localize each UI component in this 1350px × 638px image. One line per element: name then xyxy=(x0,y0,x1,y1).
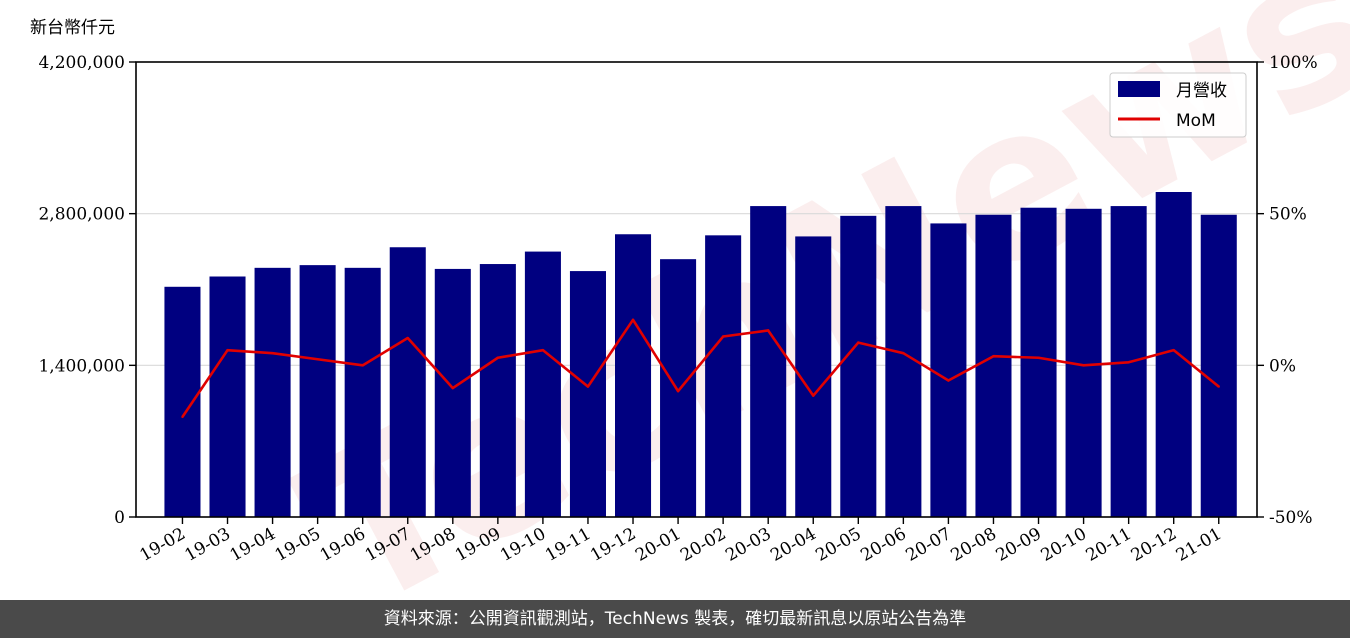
legend: 月營收 MoM xyxy=(1109,72,1247,138)
mom-point-19-05 xyxy=(316,358,319,361)
right-tick-label: 100% xyxy=(1269,53,1318,73)
source-footer: 資料來源：公開資訊觀測站，TechNews 製表，確切最新訊息以原站公告為準 xyxy=(0,600,1350,638)
mom-point-20-06 xyxy=(902,352,905,355)
mom-point-19-09 xyxy=(496,356,500,359)
revenue-bar-19-10 xyxy=(524,251,561,517)
x-tick-label-20-11: 20-11 xyxy=(1083,524,1135,566)
revenue-bar-20-01 xyxy=(660,259,697,517)
mom-point-19-07 xyxy=(406,336,409,340)
x-tick-label-20-08: 20-08 xyxy=(948,524,1000,566)
mom-point-20-07 xyxy=(947,379,950,382)
revenue-bar-19-02 xyxy=(164,286,201,517)
right-tick-label: 50% xyxy=(1269,205,1307,225)
left-tick-label: 4,200,000 xyxy=(38,53,125,73)
line-series xyxy=(181,318,1220,419)
revenue-bar-19-05 xyxy=(299,265,336,518)
x-tick-label-20-02: 20-02 xyxy=(677,524,729,566)
legend-label-mom: MoM xyxy=(1176,111,1216,131)
source-text: 資料來源：公開資訊觀測站，TechNews 製表，確切最新訊息以原站公告為準 xyxy=(383,609,967,629)
revenue-bar-19-04 xyxy=(254,267,291,517)
left-tick-label: 1,400,000 xyxy=(38,356,125,376)
right-tick-label: 0% xyxy=(1269,356,1296,376)
mom-point-20-11 xyxy=(1127,361,1130,364)
left-y-axis: 0 1,400,000 2,800,000 4,200,000 xyxy=(38,53,136,528)
revenue-bar-19-11 xyxy=(569,271,606,517)
x-tick-label-20-09: 20-09 xyxy=(993,524,1045,566)
mom-point-21-01 xyxy=(1217,385,1220,388)
x-tick-label-19-02: 19-02 xyxy=(137,524,189,566)
mom-point-20-02 xyxy=(721,335,725,338)
mom-line xyxy=(181,318,1220,418)
plot-border xyxy=(135,61,1258,518)
revenue-bar-19-06 xyxy=(344,267,381,517)
x-tick-label-20-12: 20-12 xyxy=(1128,524,1180,566)
x-tick-label-20-01: 20-01 xyxy=(632,524,684,566)
mom-point-19-11 xyxy=(586,385,590,388)
x-tick-label-19-03: 19-03 xyxy=(182,524,234,566)
revenue-bar-19-07 xyxy=(389,247,426,517)
x-axis: 19-0219-0319-0419-0519-0619-0719-0819-09… xyxy=(137,517,1225,566)
revenue-bar-19-03 xyxy=(209,276,246,517)
right-tick-label: -50% xyxy=(1269,508,1313,528)
x-tick-label-20-03: 20-03 xyxy=(722,524,774,566)
x-tick-label-21-01: 21-01 xyxy=(1173,524,1225,566)
mom-point-20-09 xyxy=(1037,356,1040,359)
revenue-bar-20-07 xyxy=(930,223,967,518)
legend-label-revenue: 月營收 xyxy=(1176,81,1227,101)
mom-point-20-12 xyxy=(1172,348,1175,352)
mom-point-20-05 xyxy=(857,341,860,344)
x-tick-label-20-04: 20-04 xyxy=(767,524,819,566)
mom-point-20-03 xyxy=(766,329,770,332)
revenue-bar-20-08 xyxy=(975,214,1012,517)
mom-point-20-04 xyxy=(812,394,815,397)
revenue-bar-19-08 xyxy=(434,268,471,517)
mom-point-19-08 xyxy=(451,386,454,390)
revenue-bar-20-09 xyxy=(1020,207,1057,517)
bar-series xyxy=(164,192,1237,518)
left-tick-label: 2,800,000 xyxy=(38,205,125,225)
mom-point-20-01 xyxy=(676,389,680,393)
revenue-bar-19-12 xyxy=(615,234,652,517)
y-unit-label: 新台幣仟元 xyxy=(30,18,115,38)
mom-point-19-12 xyxy=(631,318,635,322)
mom-point-20-10 xyxy=(1082,364,1085,367)
legend-swatch-bar xyxy=(1118,81,1160,97)
plot-frame xyxy=(135,61,1258,518)
x-tick-label-20-06: 20-06 xyxy=(857,524,909,566)
x-tick-label-20-10: 20-10 xyxy=(1038,524,1090,566)
mom-point-19-02 xyxy=(181,415,184,419)
x-tick-label-20-07: 20-07 xyxy=(902,524,954,566)
revenue-bar-19-09 xyxy=(479,264,516,517)
x-tick-label-19-05: 19-05 xyxy=(272,524,324,566)
right-y-axis: -50% 0% 50% 100% xyxy=(1257,53,1318,528)
mom-point-19-03 xyxy=(226,348,229,352)
revenue-chart: 新台幣仟元 TechNews 01,400,0002,800,0004,200,… xyxy=(30,0,1350,600)
revenue-bar-20-03 xyxy=(750,206,787,517)
mom-point-19-10 xyxy=(541,348,545,352)
left-tick-label: 0 xyxy=(114,508,125,528)
revenue-bar-20-02 xyxy=(705,235,742,517)
x-tick-label-19-04: 19-04 xyxy=(227,524,279,566)
revenue-bar-20-05 xyxy=(840,215,877,517)
x-tick-label-20-05: 20-05 xyxy=(812,524,864,566)
mom-point-20-08 xyxy=(992,355,995,358)
mom-point-19-06 xyxy=(361,364,364,367)
mom-point-19-04 xyxy=(271,352,274,355)
revenue-bar-21-01 xyxy=(1200,214,1237,517)
